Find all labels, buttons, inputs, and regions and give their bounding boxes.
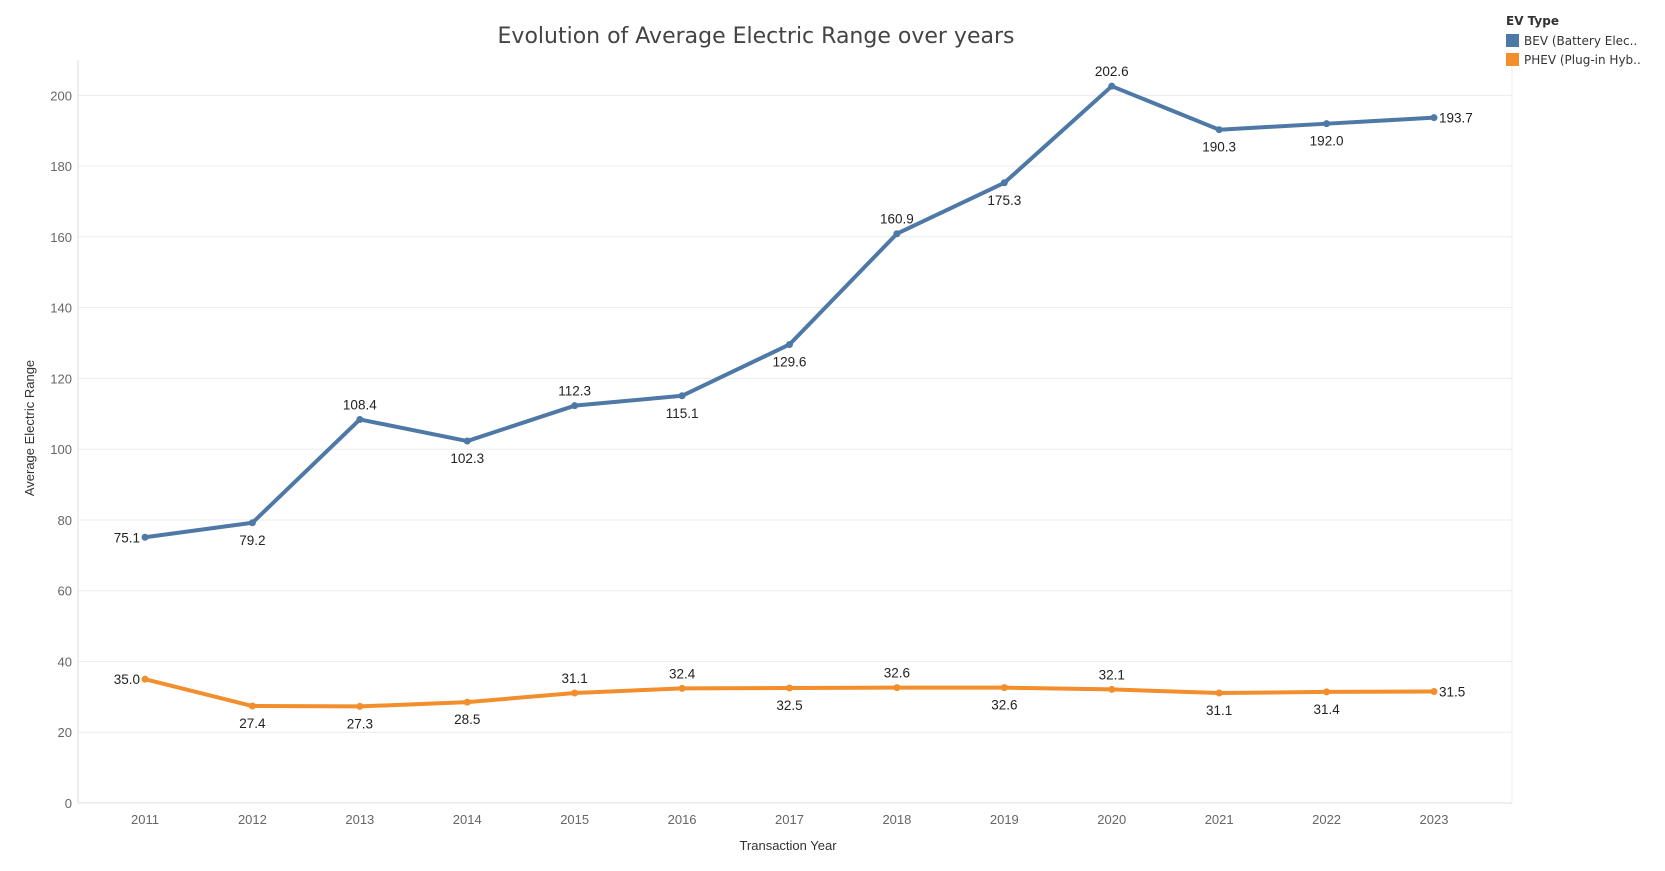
series-layer: 75.1 79.2 108.4 102.3 112.3 115.1 129.6 160.9 17… — [114, 64, 1473, 731]
data-label: 193.7 — [1439, 111, 1473, 126]
data-point[interactable] — [893, 230, 901, 238]
data-point[interactable] — [786, 684, 793, 692]
x-tick-label: 2013 — [345, 812, 374, 827]
data-label: 28.5 — [454, 712, 480, 727]
x-tick-label: 2012 — [238, 812, 267, 827]
x-tick-label: 2015 — [560, 812, 589, 827]
data-label: 27.4 — [239, 716, 266, 731]
data-point[interactable] — [356, 415, 364, 423]
y-tick-label: 100 — [50, 442, 72, 457]
data-point[interactable] — [141, 675, 149, 683]
legend-item-phev[interactable]: PHEV (Plug-in Hyb.. — [1506, 50, 1641, 69]
data-point[interactable] — [678, 392, 686, 400]
data-point[interactable] — [1108, 82, 1116, 90]
data-label: 108.4 — [343, 397, 377, 412]
data-point[interactable] — [248, 519, 256, 527]
data-label: 32.5 — [776, 698, 802, 713]
x-tick-label: 2016 — [668, 812, 697, 827]
legend-item-bev[interactable]: BEV (Battery Elec.. — [1506, 31, 1641, 50]
series-bev: 75.1 79.2 108.4 102.3 112.3 115.1 129.6 160.9 17… — [114, 64, 1473, 548]
x-axis-ticks: 2011 2012 2013 2014 2015 2016 2017 2018 2019 2020… — [131, 812, 1448, 827]
axes — [77, 60, 1513, 804]
x-axis-title: Transaction Year — [739, 838, 837, 853]
x-tick-label: 2022 — [1312, 812, 1341, 827]
data-point[interactable] — [1430, 114, 1438, 122]
x-tick-label: 2017 — [775, 812, 804, 827]
data-point[interactable] — [1430, 688, 1438, 696]
data-label: 75.1 — [114, 530, 140, 545]
series-phev: 35.0 27.4 27.3 28.5 31.1 32.4 32.5 32.6 32.6 32.1… — [114, 666, 1466, 732]
data-label: 31.4 — [1313, 702, 1340, 717]
data-point[interactable] — [571, 402, 579, 410]
y-tick-label: 0 — [65, 796, 72, 811]
gridlines — [78, 94, 1512, 733]
data-point[interactable] — [678, 684, 686, 692]
data-point[interactable] — [356, 702, 364, 710]
data-point[interactable] — [463, 698, 471, 706]
data-label: 202.6 — [1095, 64, 1129, 79]
y-tick-label: 20 — [58, 725, 72, 740]
y-axis-title: Average Electric Range — [22, 360, 37, 496]
x-tick-label: 2023 — [1420, 812, 1449, 827]
y-tick-label: 160 — [50, 230, 72, 245]
data-label: 31.5 — [1439, 685, 1465, 700]
data-label: 35.0 — [114, 672, 140, 687]
data-point[interactable] — [1323, 688, 1331, 696]
legend: EV Type BEV (Battery Elec.. PHEV (Plug-i… — [1506, 14, 1641, 69]
y-tick-label: 180 — [50, 159, 72, 174]
data-label: 31.1 — [1206, 703, 1232, 718]
data-label: 32.4 — [669, 666, 696, 681]
data-label: 112.3 — [558, 384, 591, 399]
data-point[interactable] — [1215, 689, 1223, 697]
data-label: 160.9 — [880, 212, 914, 227]
y-tick-label: 60 — [58, 584, 72, 599]
data-label: 32.6 — [884, 666, 910, 681]
y-tick-label: 40 — [58, 654, 72, 669]
data-label: 27.3 — [347, 716, 373, 731]
y-tick-label: 200 — [50, 88, 72, 103]
data-point[interactable] — [1215, 126, 1223, 134]
x-tick-label: 2011 — [131, 812, 159, 827]
data-label: 190.3 — [1202, 140, 1236, 155]
data-label: 192.0 — [1310, 134, 1344, 149]
y-tick-label: 80 — [58, 513, 72, 528]
x-tick-label: 2021 — [1205, 812, 1234, 827]
data-point[interactable] — [893, 684, 901, 692]
data-label: 102.3 — [450, 451, 484, 466]
data-point[interactable] — [571, 689, 579, 697]
y-tick-label: 120 — [50, 371, 72, 386]
x-tick-label: 2014 — [453, 812, 482, 827]
data-point[interactable] — [1323, 120, 1331, 128]
data-point[interactable] — [786, 340, 793, 348]
legend-swatch-phev — [1506, 53, 1519, 66]
y-axis-ticks: 0 20 40 60 80 100 120 140 160 180 200 — [50, 88, 72, 811]
legend-swatch-bev — [1506, 34, 1519, 47]
x-tick-label: 2020 — [1097, 812, 1126, 827]
data-label: 175.3 — [987, 193, 1021, 208]
data-point[interactable] — [141, 533, 149, 541]
legend-label-phev: PHEV (Plug-in Hyb.. — [1524, 52, 1641, 67]
legend-title: EV Type — [1506, 14, 1559, 28]
x-tick-label: 2019 — [990, 812, 1019, 827]
data-point[interactable] — [1108, 685, 1116, 693]
data-point[interactable] — [248, 702, 256, 710]
data-label: 32.1 — [1099, 667, 1125, 682]
data-label: 129.6 — [773, 354, 807, 369]
series-line — [143, 84, 1436, 540]
legend-label-bev: BEV (Battery Elec.. — [1524, 33, 1638, 48]
x-tick-label: 2018 — [882, 812, 911, 827]
data-label: 32.6 — [991, 698, 1017, 713]
y-tick-label: 140 — [50, 301, 72, 316]
data-point[interactable] — [1000, 684, 1008, 692]
data-label: 79.2 — [239, 533, 265, 548]
data-label: 115.1 — [666, 406, 699, 421]
data-label: 31.1 — [562, 671, 588, 686]
data-point[interactable] — [1000, 179, 1008, 187]
chart-title: Evolution of Average Electric Range over… — [498, 24, 1015, 49]
data-point[interactable] — [463, 437, 471, 445]
